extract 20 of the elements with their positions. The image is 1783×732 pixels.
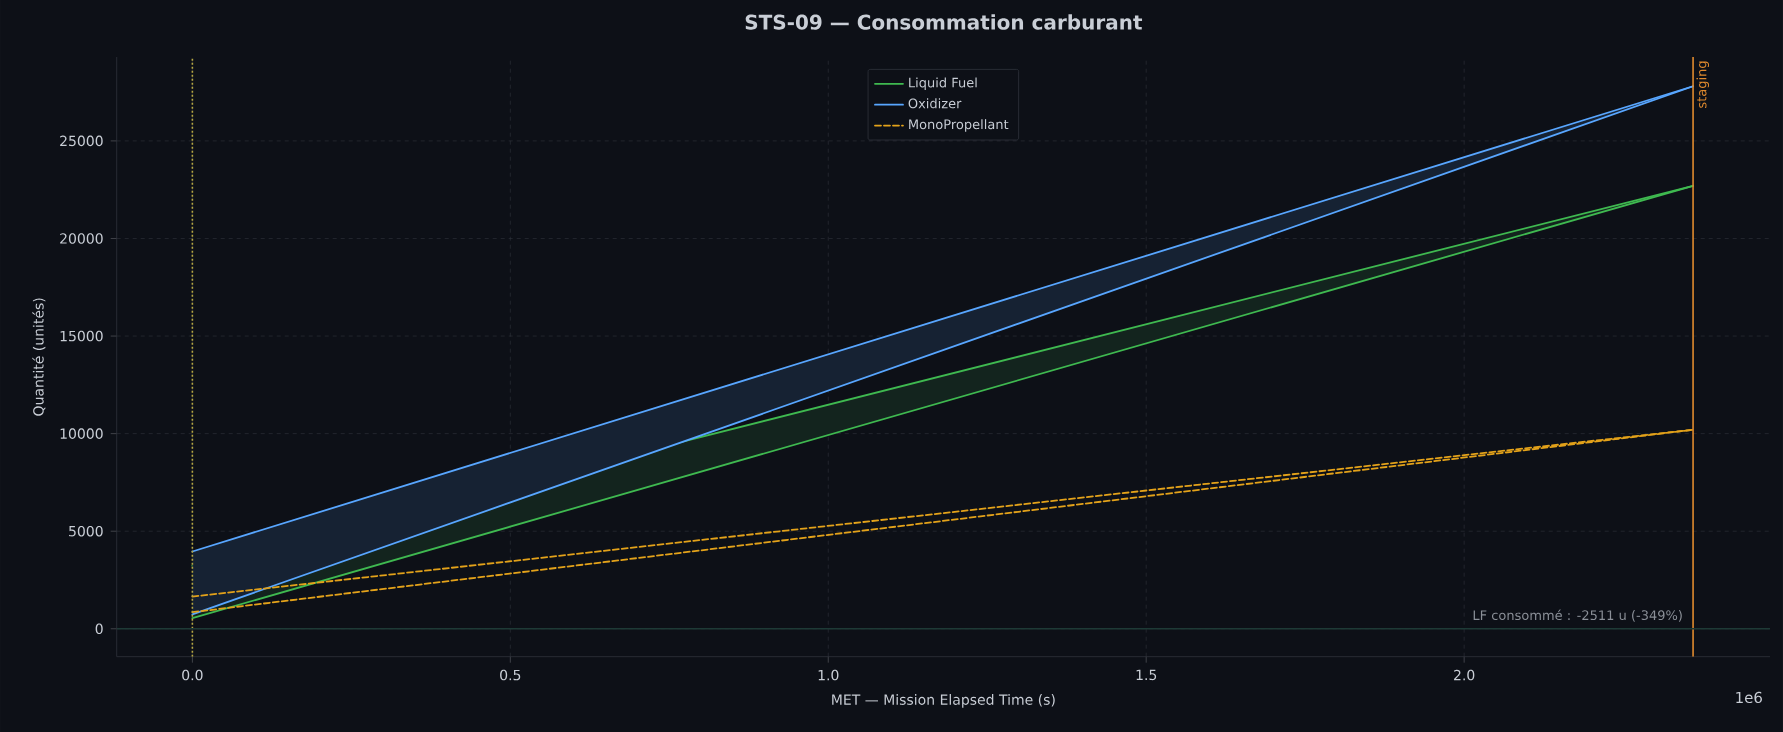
x-tick-label: 1.5 (1136, 669, 1157, 681)
legend-label: Liquid Fuel (909, 77, 977, 90)
y-tick-label: 20000 (60, 233, 103, 244)
chart-title: STS-09 — Consommation carburant (745, 14, 1143, 30)
y-tick-label: 0 (95, 623, 103, 635)
y-tick-label: 10000 (60, 428, 103, 439)
x-tick-label: 0.0 (182, 669, 203, 681)
y-tick-label: 25000 (60, 135, 103, 147)
annotation: LF consommé : -2511 u (-349%) (1473, 609, 1682, 622)
y-tick-label: 5000 (69, 525, 103, 537)
text: 1e6 (1736, 691, 1762, 704)
x-tick-label: 2.0 (1454, 669, 1475, 681)
x-tick-label: 1.0 (818, 669, 839, 681)
legend-label: Oxidizer (908, 98, 962, 109)
y-tick-label: 15000 (60, 330, 103, 342)
legend-label: MonoPropellant (909, 119, 1009, 132)
x-axis-title: MET — Mission Elapsed Time (s) (832, 694, 1055, 708)
y-axis-title: Quantité (unités) (32, 298, 46, 416)
x-tick-label: 0.5 (500, 669, 521, 681)
ref-line-label: staging (1696, 61, 1710, 108)
